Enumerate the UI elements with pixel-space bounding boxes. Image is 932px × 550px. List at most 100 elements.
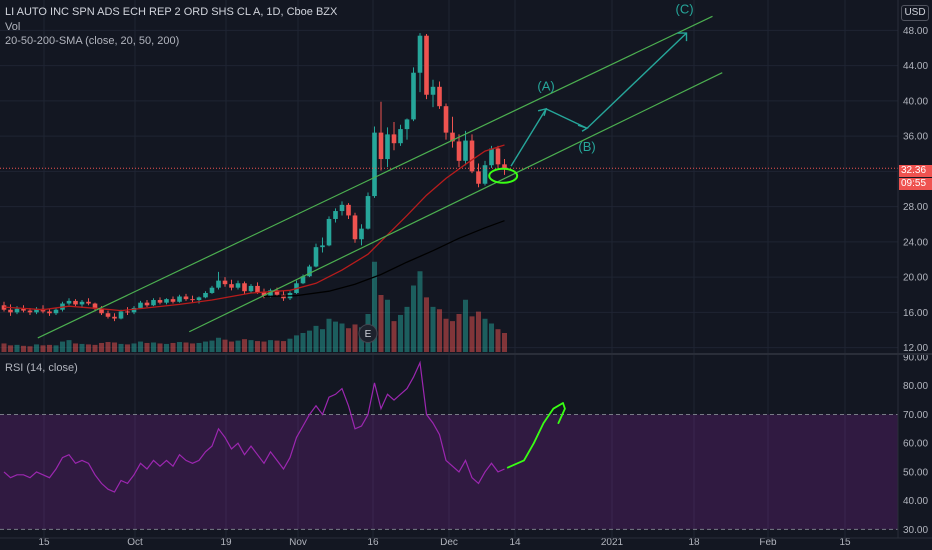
- volume-bar: [47, 344, 52, 352]
- candlestick-series: [1, 33, 507, 322]
- candle-body: [255, 285, 260, 293]
- volume-bar: [287, 338, 293, 352]
- wave-arrow: [586, 32, 687, 129]
- rsi-projection-stroke: [506, 402, 566, 469]
- sma-lines: [0, 144, 898, 312]
- candle-body: [307, 266, 312, 277]
- candle-body: [450, 132, 455, 142]
- candle-body: [92, 303, 98, 309]
- rsi-tick-label: 90.00: [903, 353, 928, 364]
- volume-bar: [333, 321, 338, 352]
- candle-body: [131, 307, 137, 313]
- rsi-tick-label: 60.00: [903, 439, 928, 450]
- highlight-ellipse: [488, 167, 519, 184]
- candle-body: [261, 292, 267, 296]
- candle-body: [157, 300, 163, 303]
- arrow-head: [537, 107, 548, 117]
- candle-body: [242, 283, 247, 292]
- rsi-tick-label: 70.00: [903, 410, 928, 421]
- volume-bar: [268, 340, 273, 352]
- volume-bar: [352, 324, 358, 352]
- volume-bar: [40, 345, 46, 352]
- candle-body: [144, 302, 150, 306]
- candle-body: [437, 86, 442, 107]
- x-tick-label: 16: [367, 537, 379, 548]
- volume-bar: [190, 343, 195, 352]
- volume-bar: [404, 306, 410, 352]
- volume-bar: [437, 309, 442, 352]
- y-tick-label: 28.00: [903, 202, 928, 213]
- wave-arrow: [510, 108, 547, 167]
- legend-vol: Vol: [5, 21, 21, 33]
- volume-bar: [216, 337, 221, 352]
- candle-body: [469, 140, 475, 172]
- volume-bar: [34, 344, 39, 352]
- candle-body: [385, 134, 390, 160]
- rsi-series: [3, 360, 566, 493]
- candle-body: [489, 148, 494, 166]
- candle-body: [346, 204, 351, 216]
- volume-bar: [112, 342, 117, 352]
- candle-body: [21, 308, 26, 311]
- volume-bar: [313, 325, 319, 352]
- volume-bar: [229, 341, 234, 352]
- earnings-badge-label: E: [365, 329, 372, 340]
- volume-bar: [248, 340, 254, 352]
- candle-body: [66, 300, 72, 304]
- volume-bar: [164, 343, 169, 352]
- candle-body: [209, 287, 215, 293]
- volume-bar: [261, 341, 267, 352]
- volume-bar: [476, 311, 481, 352]
- sma50-line: [263, 220, 505, 298]
- candle-body: [391, 134, 397, 144]
- volume-bar: [138, 341, 143, 352]
- last-price-label: 32.36: [899, 165, 932, 177]
- candle-body: [138, 302, 143, 308]
- currency-button[interactable]: USD: [901, 5, 929, 21]
- volume-bar: [456, 314, 462, 352]
- volume-bar: [157, 343, 163, 352]
- candle-body: [164, 299, 169, 303]
- wave-label-b: (B): [578, 139, 595, 154]
- volume-bar: [424, 297, 429, 352]
- candle-body: [352, 215, 358, 240]
- volume-bar: [235, 340, 241, 352]
- volume-bar: [86, 344, 91, 352]
- x-tick-label: 15: [38, 537, 50, 548]
- earnings-badge: [358, 323, 378, 343]
- x-tick-label: Nov: [289, 537, 307, 548]
- volume-bar: [482, 318, 488, 352]
- candle-body: [216, 280, 221, 288]
- candle-body: [79, 301, 85, 305]
- volume-bar: [27, 346, 33, 352]
- y-tick-label: 16.00: [903, 308, 928, 319]
- candle-body: [196, 297, 202, 301]
- trend-drawings: (A) (B) (C) E: [37, 2, 723, 343]
- x-tick-label: 2021: [601, 537, 624, 548]
- volume-bar: [489, 323, 494, 352]
- volume-bar: [8, 345, 13, 352]
- countdown-label: 09:55: [899, 178, 932, 190]
- volume-bar: [14, 344, 20, 352]
- volume-bar: [339, 323, 345, 352]
- x-tick-label: Feb: [759, 537, 777, 548]
- y-tick-label: 40.00: [903, 96, 928, 107]
- volume-bar: [443, 318, 449, 352]
- channel-lower-line: [188, 72, 723, 333]
- rsi-band: [0, 414, 898, 530]
- candle-body: [235, 283, 241, 288]
- arrow-head: [577, 124, 589, 132]
- rsi-tick-label: 50.00: [903, 467, 928, 478]
- volume-bar: [294, 335, 299, 352]
- rsi-tick-label: 40.00: [903, 496, 928, 507]
- legend-title: LI AUTO INC SPN ADS ECH REP 2 ORD SHS CL…: [5, 6, 338, 18]
- volume-bar: [391, 321, 397, 352]
- rsi-tick-label: 80.00: [903, 381, 928, 392]
- candle-body: [125, 311, 130, 313]
- grid-lines: [0, 0, 898, 538]
- volume-bar: [73, 343, 78, 352]
- candle-body: [183, 296, 189, 300]
- candle-body: [359, 228, 364, 240]
